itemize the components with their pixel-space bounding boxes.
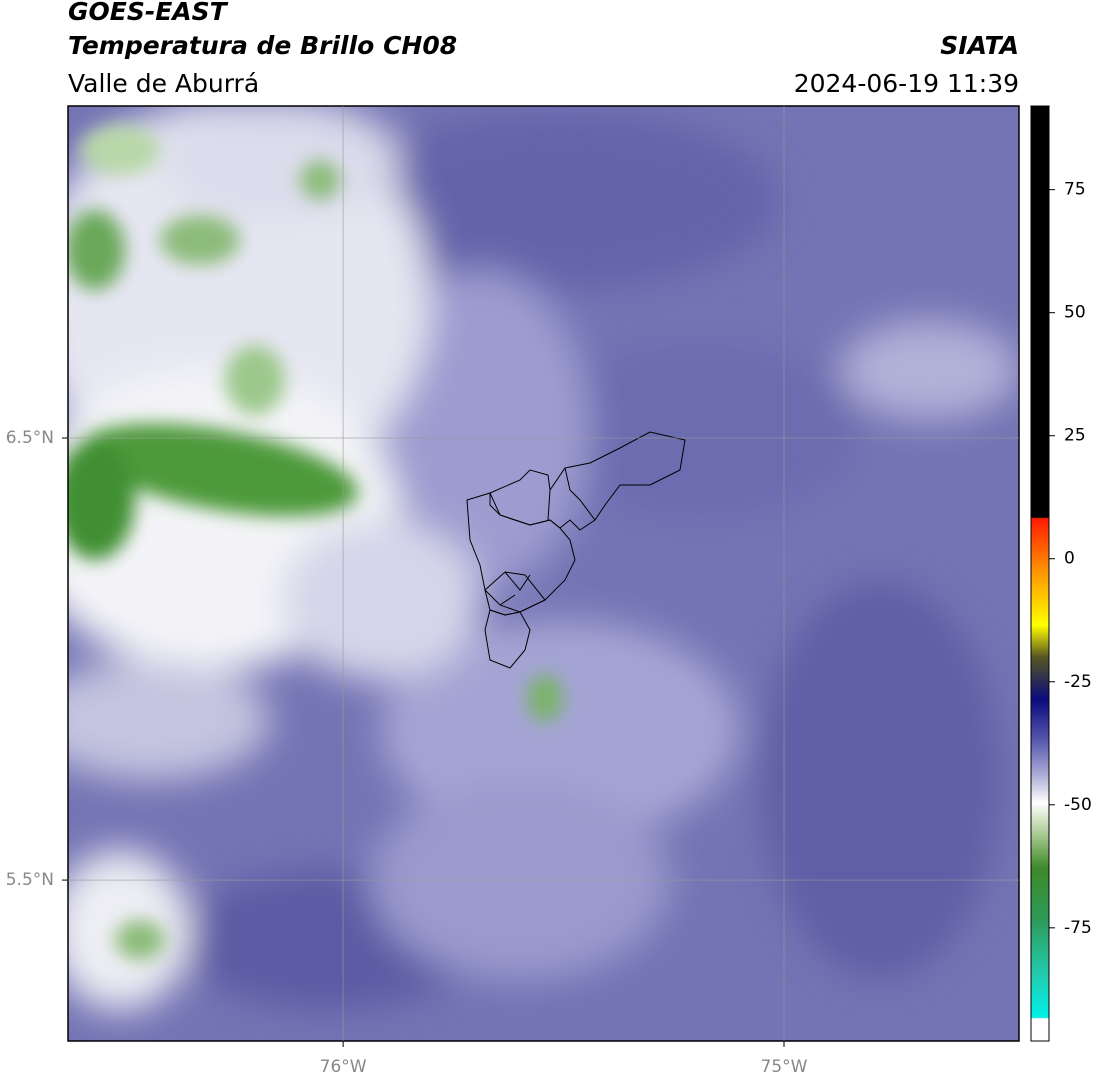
municipal-boundaries <box>466 431 686 669</box>
y-tick-label: 5.5°N <box>6 870 54 890</box>
colorbar-tick-label: -25 <box>1064 672 1092 692</box>
colorbar-tick-label: 75 <box>1064 180 1086 200</box>
colorbar-tick-label: 50 <box>1064 303 1086 323</box>
map-field <box>68 106 1019 1041</box>
timestamp: 2024-06-19 11:39 <box>794 69 1019 98</box>
colorbar-tick-label: -75 <box>1064 918 1092 938</box>
subtitle: Temperatura de Brillo CH08 <box>68 31 457 60</box>
x-tick-label: 76°W <box>320 1057 367 1077</box>
colorbar <box>1030 105 1050 1042</box>
colorbar-tick-label: -50 <box>1064 795 1092 815</box>
title: GOES-EAST <box>68 0 229 26</box>
region: Valle de Aburrá <box>68 69 259 98</box>
y-tick-label: 6.5°N <box>6 428 54 448</box>
colorbar-tick-label: 25 <box>1064 426 1086 446</box>
map-frame <box>67 105 1020 1042</box>
colorbar-tick-label: 0 <box>1064 549 1075 569</box>
x-tick-label: 75°W <box>761 1057 808 1077</box>
source: SIATA <box>940 31 1019 60</box>
